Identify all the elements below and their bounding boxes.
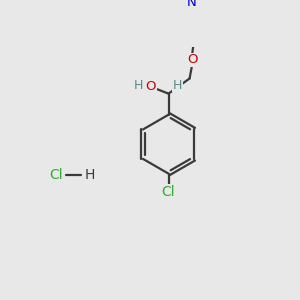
Text: N: N: [187, 0, 197, 9]
Text: H: H: [134, 79, 143, 92]
Text: Cl: Cl: [49, 168, 62, 182]
Text: O: O: [146, 80, 156, 93]
Text: O: O: [187, 53, 197, 66]
Text: H: H: [173, 79, 182, 92]
Text: Cl: Cl: [162, 185, 175, 199]
Text: H: H: [84, 168, 94, 182]
